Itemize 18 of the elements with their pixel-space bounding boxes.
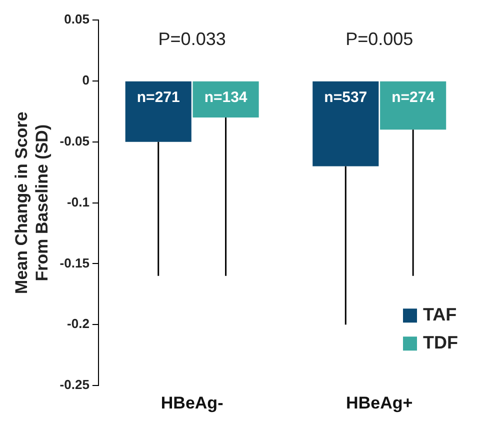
legend-label: TAF: [423, 304, 457, 325]
y-tick-label: -0.2: [67, 316, 90, 332]
annotation: n=274: [392, 89, 436, 106]
x-tick-label: HBeAg+: [346, 393, 413, 412]
annotation: P=0.033: [158, 28, 226, 49]
x-tick-label: HBeAg-: [160, 393, 224, 412]
y-tick-label: 0: [82, 72, 90, 88]
y-tick-label: -0.1: [67, 194, 90, 210]
legend-label: TDF: [423, 332, 458, 353]
annotation: n=271: [136, 89, 180, 106]
annotation: n=134: [204, 89, 248, 106]
y-tick-label: -0.25: [60, 377, 90, 392]
y-tick-label: -0.05: [60, 133, 90, 148]
annotation: P=0.005: [346, 28, 414, 49]
y-axis-title: Mean Change in Score From Baseline (SD): [12, 112, 52, 294]
y-tick-label: -0.15: [60, 255, 90, 270]
y-tick-label: 0.05: [64, 12, 90, 27]
annotation: n=537: [324, 89, 368, 106]
